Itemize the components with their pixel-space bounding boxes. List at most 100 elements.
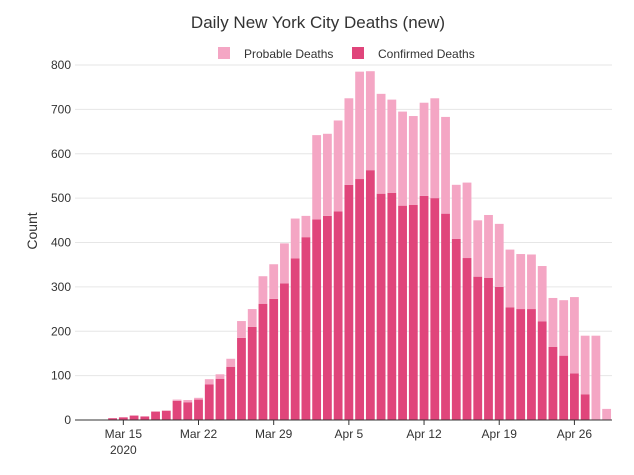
bar-probable [408, 116, 418, 205]
bar-probable [194, 397, 203, 400]
bar-confirmed [172, 400, 182, 420]
bar-probable [322, 133, 332, 216]
bar-confirmed [365, 170, 375, 420]
bar-probable [462, 182, 472, 259]
bar-confirmed [183, 402, 193, 420]
bar-confirmed [494, 286, 504, 420]
bar-confirmed [462, 258, 472, 420]
bar-confirmed [570, 373, 579, 420]
bar-probable [419, 102, 429, 196]
bar-probable [505, 249, 515, 308]
x-tick-label: Apr 5 [335, 427, 364, 441]
bar-probable [570, 297, 579, 374]
bar-probable [247, 309, 257, 327]
bar-confirmed [151, 411, 160, 420]
bar-confirmed [473, 276, 483, 420]
bar-probable [376, 93, 386, 194]
bar-probable [301, 215, 311, 238]
bars [75, 71, 612, 420]
x-axis-ticks: Mar 15 2020 Mar 22 Mar 29 Apr 5 Apr 12 Apr 19 A… [105, 420, 592, 457]
y-tick-label: 500 [51, 191, 71, 205]
bar-probable [591, 335, 601, 420]
bar-confirmed [215, 378, 225, 420]
bar-probable [258, 276, 268, 304]
bar-confirmed [419, 195, 429, 420]
legend-swatch-confirmed [352, 47, 364, 59]
bar-confirmed [548, 346, 558, 420]
bar-probable [172, 399, 182, 401]
bar-confirmed [451, 238, 461, 420]
bar-probable [602, 408, 612, 420]
y-tick-label: 0 [64, 413, 71, 427]
x-tick-label: Mar 22 [180, 427, 218, 441]
chart-title: Daily New York City Deaths (new) [191, 13, 445, 32]
x-tick-sublabel: 2020 [110, 443, 137, 457]
y-tick-label: 100 [51, 369, 71, 383]
y-tick-label: 800 [51, 58, 71, 72]
bar-probable [312, 135, 322, 220]
bar-confirmed [505, 307, 515, 420]
y-axis-label: Count [24, 212, 40, 249]
bar-confirmed [258, 303, 268, 420]
bar-confirmed [355, 179, 365, 420]
legend-swatch-probable [218, 47, 230, 59]
bar-probable [516, 254, 526, 310]
bar-confirmed [516, 309, 526, 420]
bar-confirmed [387, 192, 397, 420]
bar-confirmed [237, 337, 246, 420]
bar-confirmed [322, 215, 332, 420]
bar-probable [537, 266, 547, 322]
bar-confirmed [118, 417, 128, 420]
bar-probable [183, 400, 193, 403]
bar-confirmed [129, 415, 139, 420]
bar-confirmed [537, 321, 547, 420]
bar-confirmed [280, 283, 289, 420]
x-tick-label: Apr 12 [406, 427, 442, 441]
grid-lines [75, 64, 612, 377]
y-axis-ticks: 0 100 200 300 400 500 600 700 800 [51, 58, 71, 427]
bar-probable [527, 254, 536, 310]
bar-probable [280, 243, 289, 284]
bar-probable [365, 71, 375, 171]
y-tick-label: 300 [51, 280, 71, 294]
bar-confirmed [441, 213, 450, 420]
bar-confirmed [430, 198, 440, 420]
y-tick-label: 200 [51, 324, 71, 338]
legend-label-confirmed: Confirmed Deaths [378, 47, 475, 61]
bar-confirmed [204, 384, 214, 420]
bar-probable [559, 300, 569, 356]
bar-confirmed [194, 399, 203, 420]
bar-confirmed [269, 298, 279, 420]
legend: Probable Deaths Confirmed Deaths [218, 47, 475, 61]
y-tick-label: 700 [51, 102, 71, 116]
bar-confirmed [398, 205, 407, 420]
y-tick-label: 400 [51, 236, 71, 250]
bar-probable [494, 223, 504, 287]
bar-confirmed [580, 394, 590, 420]
bar-probable [226, 358, 236, 367]
bar-probable [344, 98, 354, 185]
bar-confirmed [333, 211, 343, 420]
bar-confirmed [376, 193, 386, 420]
bar-probable [355, 71, 365, 180]
x-tick-label: Apr 19 [482, 427, 518, 441]
y-tick-label: 600 [51, 147, 71, 161]
bar-confirmed [247, 326, 257, 420]
bar-confirmed [559, 355, 569, 420]
bar-confirmed [344, 184, 354, 420]
bar-confirmed [312, 219, 322, 420]
bar-probable [473, 220, 483, 277]
bar-probable [290, 218, 300, 259]
bar-probable [204, 379, 214, 385]
bar-confirmed [108, 418, 117, 420]
bar-probable [430, 98, 440, 199]
bar-probable [484, 214, 493, 278]
bar-confirmed [484, 278, 493, 420]
x-tick-label: Mar 15 [105, 427, 143, 441]
bar-probable [580, 335, 590, 395]
legend-label-probable: Probable Deaths [244, 47, 333, 61]
bar-probable [215, 374, 225, 379]
x-tick-label: Mar 29 [255, 427, 293, 441]
